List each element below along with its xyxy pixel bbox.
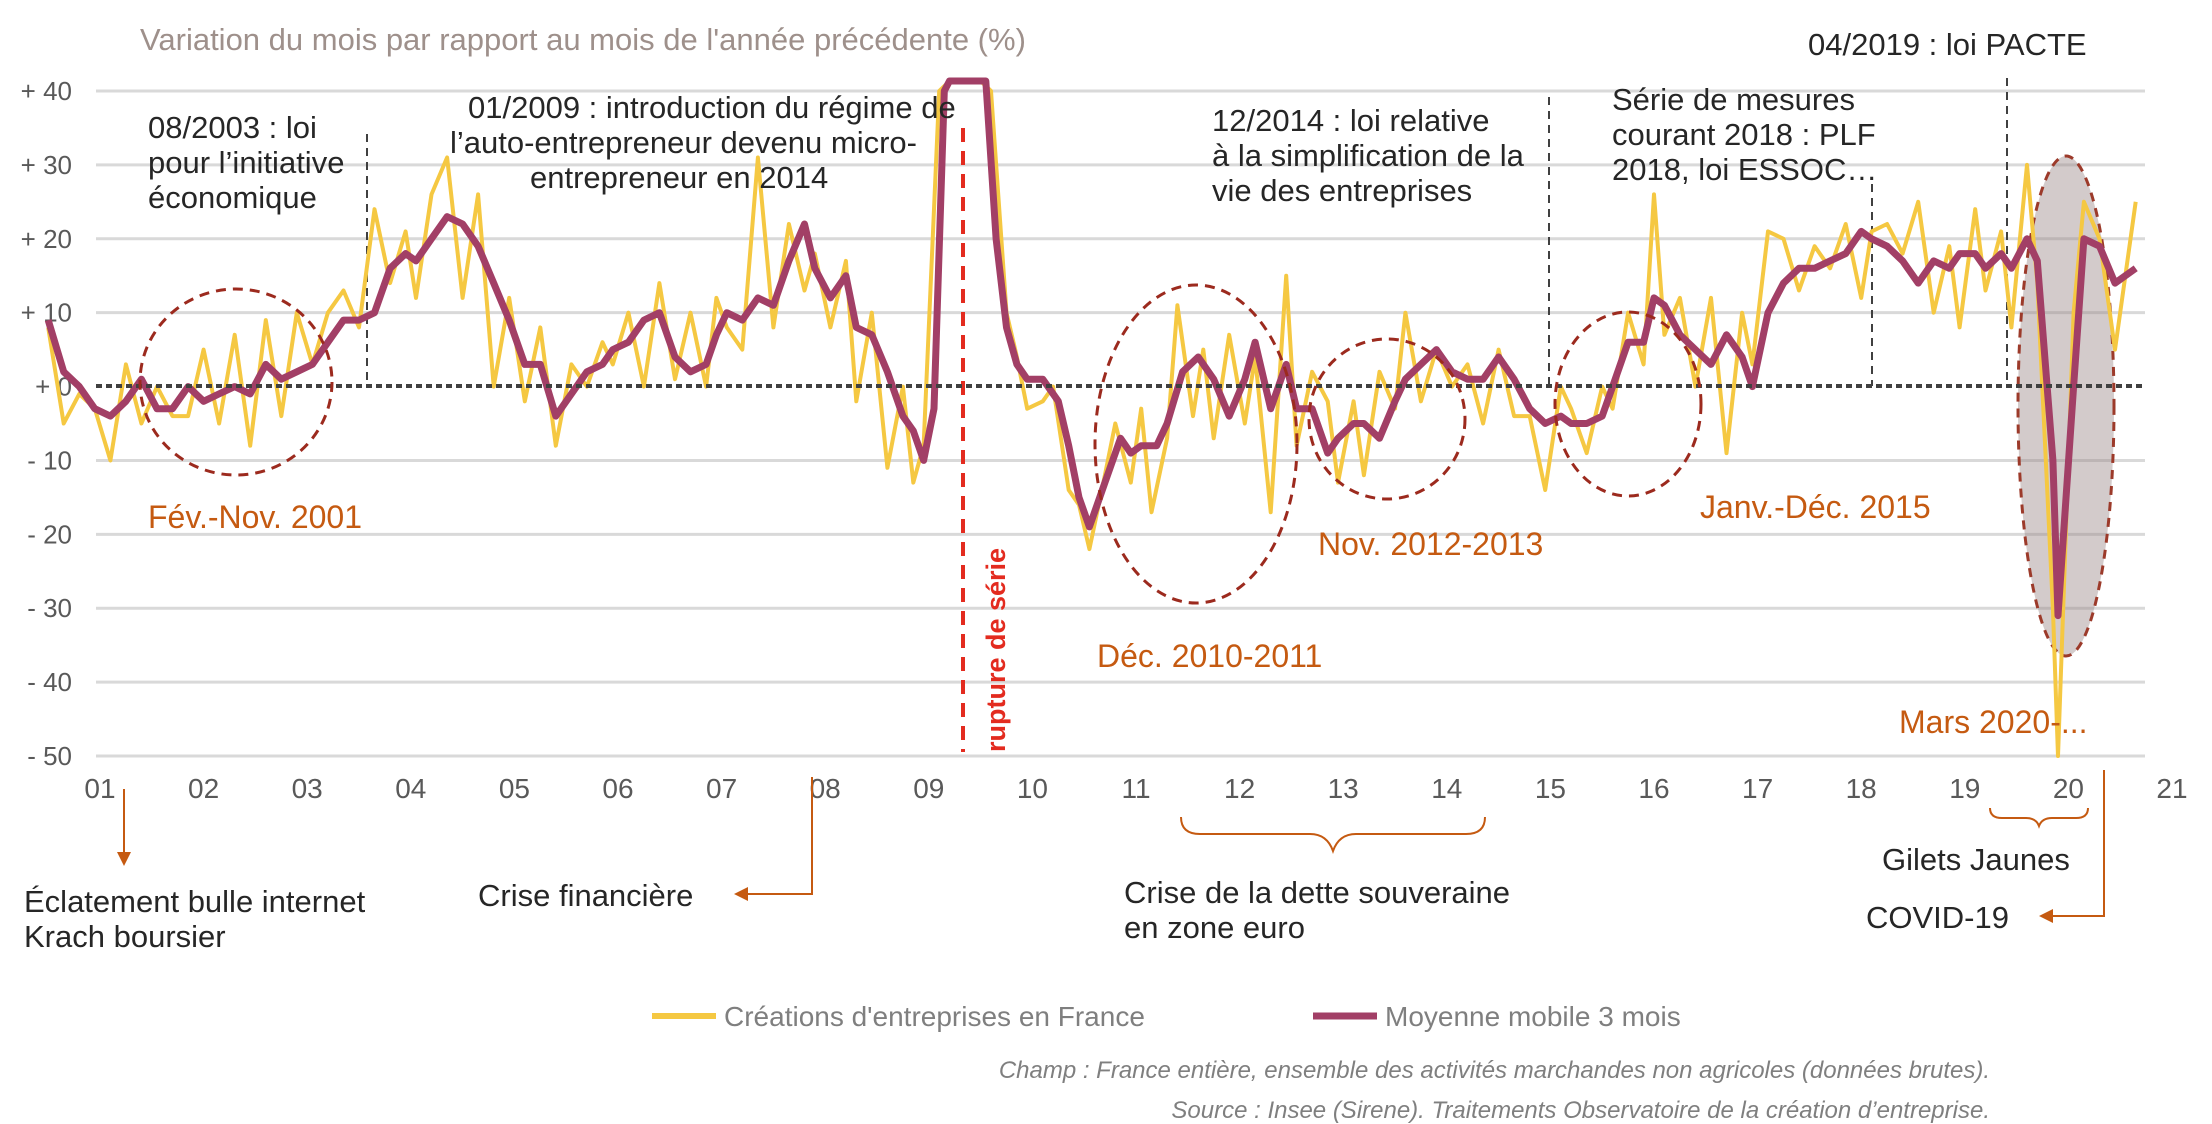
x-tick-label: 14 [1431, 773, 1462, 804]
x-tick-label: 04 [395, 773, 426, 804]
y-tick-label: - 50 [27, 741, 72, 771]
x-tick-label: 05 [499, 773, 530, 804]
footnote-source: Source : Insee (Sirene). Traitements Obs… [1171, 1097, 1990, 1124]
event-financial: Crise financière [478, 878, 693, 913]
x-tick-label: 09 [913, 773, 944, 804]
y-tick-label: + 40 [21, 76, 72, 106]
arrow-head-bubble [117, 852, 131, 866]
x-tick-label: 10 [1017, 773, 1048, 804]
brace-gilets-jaunes [1989, 807, 2089, 829]
x-tick-label: 16 [1638, 773, 1669, 804]
label-2015: Janv.-Déc. 2015 [1700, 489, 1931, 525]
x-tick-label: 02 [188, 773, 219, 804]
rupture-label: rupture de série [981, 548, 1011, 752]
note-2019: 04/2019 : loi PACTE [1808, 27, 2087, 62]
highlight-ellipse-2015 [1553, 310, 1703, 498]
y-tick-label: - 30 [27, 593, 72, 623]
series-line-moyenne-mobile [44, 77, 2138, 620]
arrow-covid [2053, 770, 2105, 917]
x-tick-label: 11 [1121, 773, 1150, 804]
x-tick-label: 12 [1224, 773, 1255, 804]
event-covid: COVID-19 [1866, 900, 2009, 935]
y-tick-label: - 40 [27, 667, 72, 697]
label-2012: Nov. 2012-2013 [1318, 526, 1543, 562]
x-tick-label: 08 [810, 773, 841, 804]
highlight-ellipse-2012 [1307, 337, 1467, 501]
y-tick-label: - 10 [27, 445, 72, 475]
x-tick-label: 07 [706, 773, 737, 804]
highlight-ellipse-2010 [1093, 283, 1299, 605]
x-tick-label: 21 [2156, 773, 2187, 804]
arrow-financial [748, 777, 813, 895]
note-2009: 01/2009 : introduction du régime de l’au… [450, 90, 964, 195]
label-2010: Déc. 2010-2011 [1097, 638, 1322, 674]
legend-label-creations: Créations d'entreprises en France [724, 1001, 1145, 1032]
x-tick-label: 17 [1742, 773, 1773, 804]
footnote-champ: Champ : France entière, ensemble des act… [999, 1057, 1990, 1084]
note-2018: Série de mesures courant 2018 : PLF 2018… [1612, 82, 1884, 187]
x-tick-label: 06 [602, 773, 633, 804]
x-tick-label: 20 [2053, 773, 2084, 804]
y-axis-ticks: + 40+ 30+ 20+ 10+ 0- 10- 20- 30- 40- 50 [21, 76, 72, 771]
x-tick-label: 19 [1949, 773, 1980, 804]
chart-subtitle: Variation du mois par rapport au mois de… [140, 22, 1026, 57]
y-tick-label: + 20 [21, 224, 72, 254]
y-tick-label: + 30 [21, 150, 72, 180]
y-tick-label: - 20 [27, 519, 72, 549]
note-2003: 08/2003 : loi pour l’initiative économiq… [148, 110, 353, 215]
event-debt-crisis: Crise de la dette souveraine en zone eur… [1124, 875, 1519, 945]
legend: Créations d'entreprises en France Moyenn… [652, 1001, 1681, 1032]
legend-label-moyenne: Moyenne mobile 3 mois [1385, 1001, 1681, 1032]
highlight-ellipse-2001 [138, 287, 334, 477]
label-2001: Fév.-Nov. 2001 [148, 499, 362, 535]
arrow-head-covid [2039, 909, 2053, 923]
gridlines [96, 89, 2145, 758]
arrow-head-financial [734, 887, 748, 901]
x-axis-ticks: 01 02 03 04 05 06 07 08 09 10 11 12 13 14 15 16 17 18 19 20… [84, 773, 2187, 804]
x-tick-label: 01 [84, 773, 115, 804]
event-gilets-jaunes: Gilets Jaunes [1882, 842, 2070, 877]
x-tick-label: 15 [1535, 773, 1566, 804]
label-2020: Mars 2020-... [1899, 704, 2088, 740]
note-2014: 12/2014 : loi relative à la simplificati… [1212, 103, 1533, 208]
x-tick-label: 13 [1328, 773, 1359, 804]
x-tick-label: 18 [1846, 773, 1877, 804]
x-tick-label: 03 [292, 773, 323, 804]
brace-debt-crisis [1180, 816, 1486, 855]
event-bubble: Éclatement bulle internet Krach boursier [24, 884, 374, 954]
